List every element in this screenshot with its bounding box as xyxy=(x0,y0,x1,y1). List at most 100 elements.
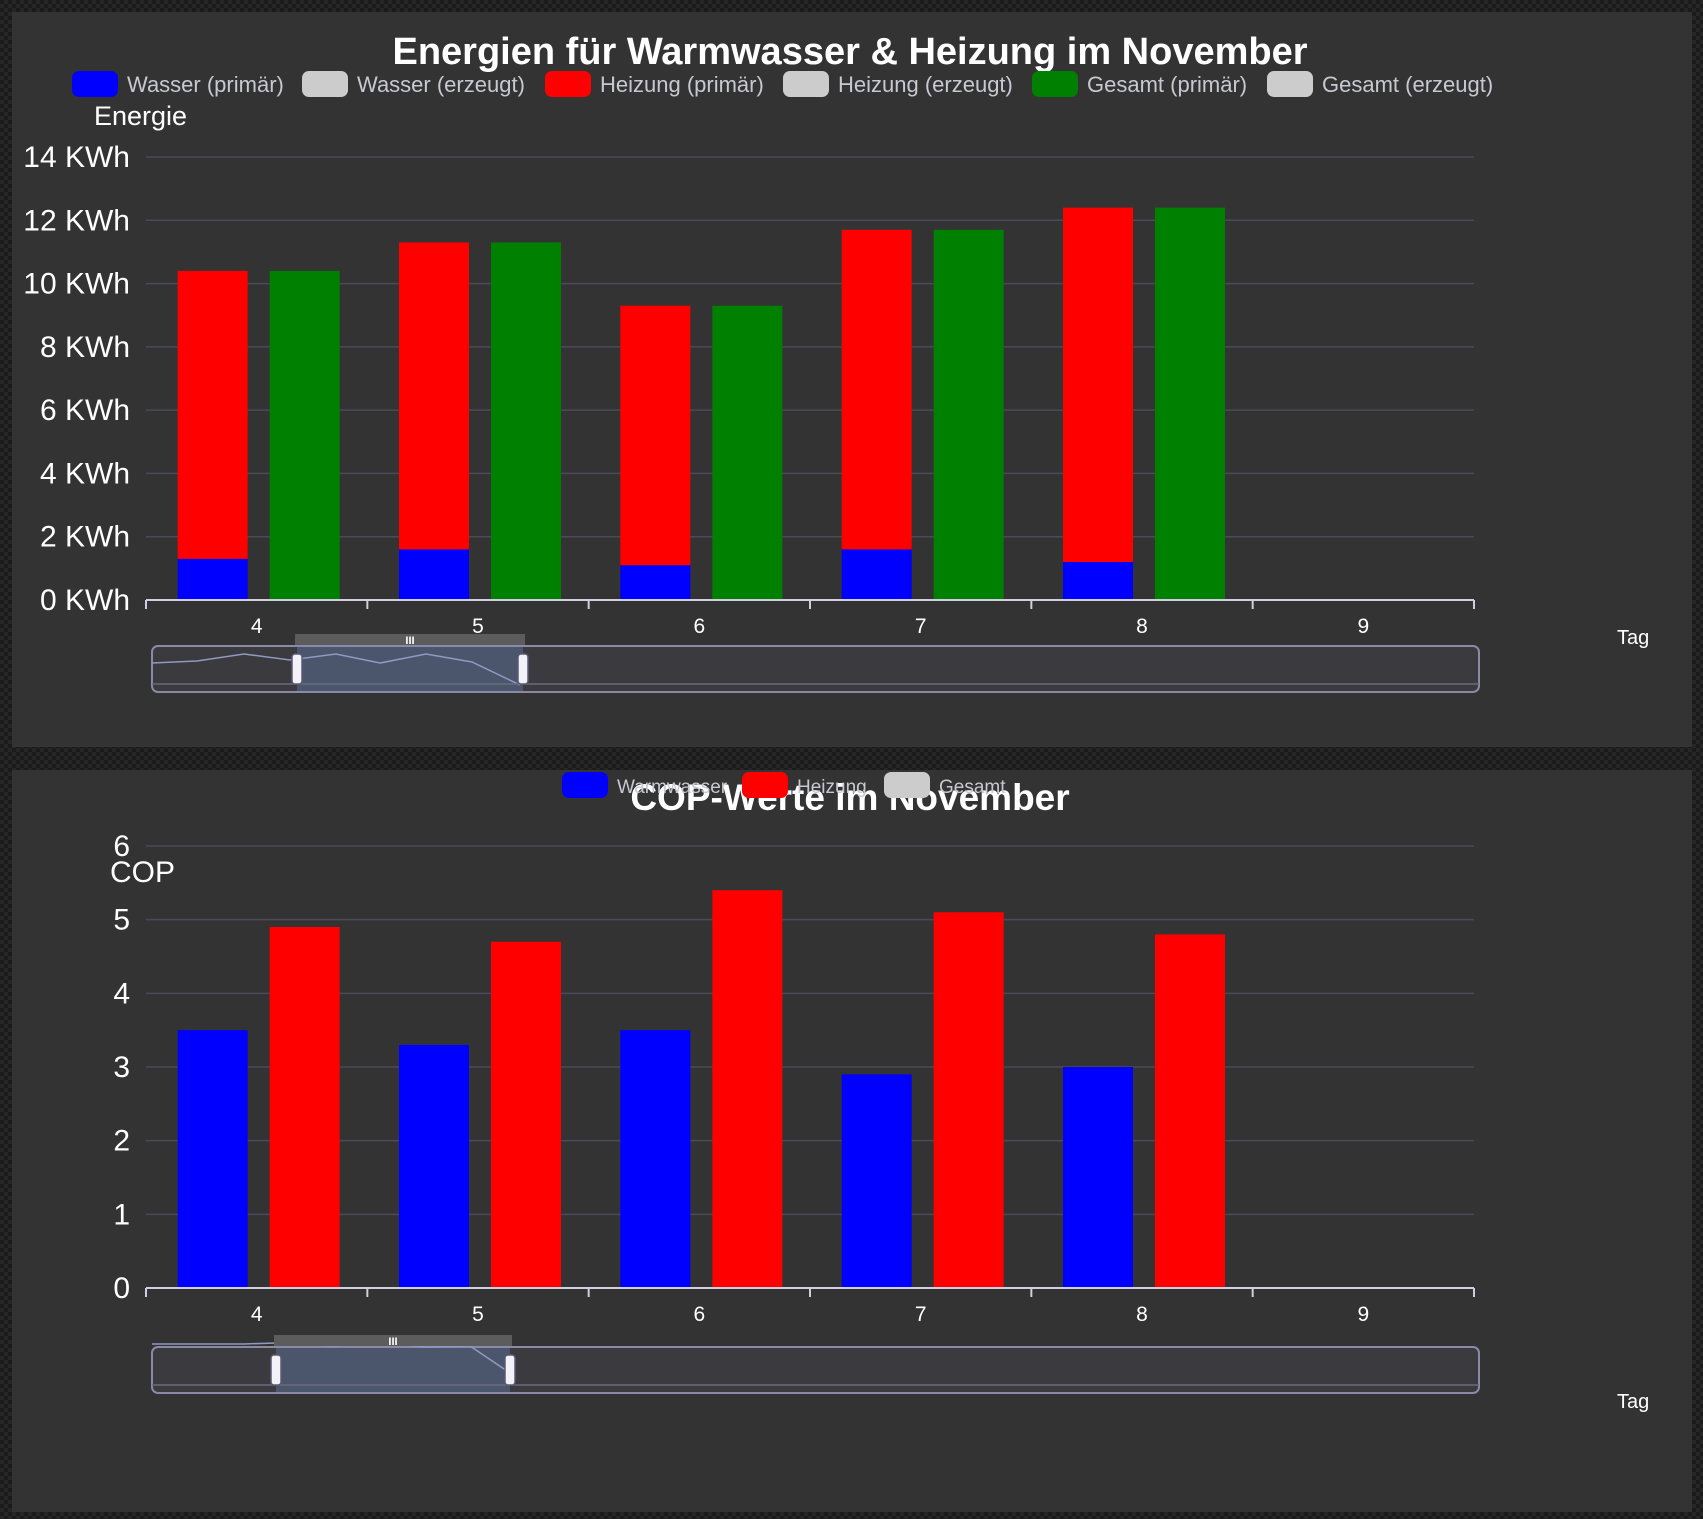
legend-swatch xyxy=(72,71,118,97)
legend-item[interactable]: Gesamt (erzeugt) xyxy=(1267,71,1493,97)
navigator-handle-left[interactable] xyxy=(270,1354,282,1386)
bar-heizung[interactable] xyxy=(491,941,561,1288)
legend-item[interactable]: Warmwasser xyxy=(562,772,728,798)
y-tick-label: 6 KWh xyxy=(40,394,130,427)
bar-gesamt-primaer[interactable] xyxy=(933,229,1004,600)
bar-gesamt-primaer[interactable] xyxy=(269,270,340,600)
x-tick-label: 7 xyxy=(915,615,927,638)
y-tick-label: 4 xyxy=(113,977,130,1010)
x-tick-label: 4 xyxy=(251,1303,263,1326)
bar-heizung-primaer[interactable] xyxy=(620,305,691,566)
x-tick-label: 5 xyxy=(472,1303,484,1326)
legend-item[interactable]: Wasser (erzeugt) xyxy=(302,71,525,97)
y-tick-label: 14 KWh xyxy=(23,141,130,174)
legend-swatch xyxy=(783,71,829,97)
y-tick-label: 0 xyxy=(113,1272,130,1305)
grid: 0 KWh 2 KWh 4 KWh 6 KWh 8 KWh 10 KWh 12 KWh 14 … xyxy=(23,141,1474,617)
y-tick-label: 12 KWh xyxy=(23,204,130,237)
bar-heizung-primaer[interactable] xyxy=(399,242,469,550)
y-tick-label: 2 KWh xyxy=(40,521,130,554)
bar-heizung-primaer[interactable] xyxy=(177,270,248,559)
legend-label: Wasser (primär) xyxy=(127,72,284,97)
y-tick-label: 4 KWh xyxy=(40,457,130,490)
legend-swatch xyxy=(1267,71,1313,97)
navigator-drag-bar[interactable] xyxy=(274,1335,512,1346)
x-axis: 4 5 6 7 8 9 xyxy=(145,1287,1475,1326)
x-tick-label: 9 xyxy=(1357,1303,1369,1326)
legend-swatch xyxy=(302,71,348,97)
energy-chart-panel: Energien für Warmwasser & Heizung im Nov… xyxy=(12,12,1692,747)
bar-wasser-primaer[interactable] xyxy=(177,558,248,600)
legend-label: Warmwasser xyxy=(617,777,728,798)
navigator-handle-right[interactable] xyxy=(517,653,529,685)
legend: Wasser (primär) Wasser (erzeugt) Heizung (… xyxy=(72,71,1493,97)
legend-label: Heizung (erzeugt) xyxy=(838,72,1013,97)
legend-label: Gesamt (primär) xyxy=(1087,72,1247,97)
legend-item[interactable]: Heizung (primär) xyxy=(545,71,764,97)
bar-warmwasser[interactable] xyxy=(399,1044,469,1288)
cop-chart: COP-Werte im November Warmwasser Heizung G… xyxy=(110,772,1649,1413)
bar-warmwasser[interactable] xyxy=(620,1030,691,1288)
x-axis-label: Tag xyxy=(1617,1391,1649,1413)
drag-grip-icon: III xyxy=(388,1336,397,1348)
chart-title: Energien für Warmwasser & Heizung im Nov… xyxy=(392,31,1307,73)
bar-wasser-primaer[interactable] xyxy=(620,565,691,600)
bar-heizung[interactable] xyxy=(712,890,783,1288)
legend-swatch xyxy=(742,772,788,798)
x-tick-label: 9 xyxy=(1357,615,1369,638)
y-tick-label: 5 xyxy=(113,904,130,937)
legend-item[interactable]: Gesamt xyxy=(884,772,1006,798)
navigator-handle-left[interactable] xyxy=(291,653,303,685)
bar-wasser-primaer[interactable] xyxy=(399,549,469,600)
bar-heizung-primaer[interactable] xyxy=(841,229,912,550)
navigator-handle-right[interactable] xyxy=(504,1354,516,1386)
bar-heizung[interactable] xyxy=(1155,934,1225,1288)
bar-warmwasser[interactable] xyxy=(1063,1067,1133,1288)
bar-wasser-primaer[interactable] xyxy=(841,549,912,600)
legend-item[interactable]: Heizung (erzeugt) xyxy=(783,71,1013,97)
cop-chart-panel: COP-Werte im November Warmwasser Heizung G… xyxy=(12,770,1692,1512)
bar-heizung-primaer[interactable] xyxy=(1063,207,1133,563)
x-tick-label: 5 xyxy=(472,615,484,638)
legend-swatch xyxy=(1032,71,1078,97)
y-tick-label: 1 xyxy=(113,1198,130,1231)
legend-item[interactable]: Wasser (primär) xyxy=(72,71,284,97)
y-axis-label: Energie xyxy=(94,101,187,131)
x-axis-label: Tag xyxy=(1617,627,1649,649)
bars xyxy=(177,207,1225,600)
y-tick-label: 8 KWh xyxy=(40,331,130,364)
navigator-drag-bar[interactable] xyxy=(295,634,525,645)
bar-heizung[interactable] xyxy=(269,927,340,1288)
legend-swatch xyxy=(545,71,591,97)
x-tick-label: 6 xyxy=(693,615,705,638)
legend-label: Wasser (erzeugt) xyxy=(357,72,525,97)
zoom-navigator[interactable]: III xyxy=(151,1335,1480,1394)
x-tick-label: 7 xyxy=(915,1303,927,1326)
bar-warmwasser[interactable] xyxy=(177,1030,248,1288)
bars xyxy=(177,890,1225,1288)
legend: Warmwasser Heizung Gesamt xyxy=(562,772,1006,798)
legend-label: Gesamt (erzeugt) xyxy=(1322,72,1493,97)
x-tick-label: 6 xyxy=(693,1303,705,1326)
grid: 0 1 2 3 4 5 6 xyxy=(113,830,1474,1305)
zoom-navigator[interactable]: III xyxy=(151,634,1480,693)
legend-label: Heizung xyxy=(797,777,867,798)
bar-gesamt-primaer[interactable] xyxy=(1155,207,1225,600)
bar-gesamt-primaer[interactable] xyxy=(712,305,783,600)
x-axis: 4 5 6 7 8 9 xyxy=(145,599,1475,638)
bar-wasser-primaer[interactable] xyxy=(1063,562,1133,600)
drag-grip-icon: III xyxy=(405,635,414,647)
bar-gesamt-primaer[interactable] xyxy=(491,242,561,600)
legend-swatch xyxy=(884,772,930,798)
y-axis-label: COP xyxy=(110,856,175,889)
legend-item[interactable]: Heizung xyxy=(742,772,867,798)
navigator-sparkline xyxy=(151,653,521,686)
energy-chart: Energien für Warmwasser & Heizung im Nov… xyxy=(23,31,1649,693)
bar-warmwasser[interactable] xyxy=(841,1074,912,1288)
x-tick-label: 4 xyxy=(251,615,263,638)
bar-heizung[interactable] xyxy=(933,912,1004,1288)
legend-item[interactable]: Gesamt (primär) xyxy=(1032,71,1247,97)
chart-title: COP-Werte im November xyxy=(630,777,1069,818)
y-tick-label: 10 KWh xyxy=(23,268,130,301)
legend-label: Heizung (primär) xyxy=(600,72,764,97)
